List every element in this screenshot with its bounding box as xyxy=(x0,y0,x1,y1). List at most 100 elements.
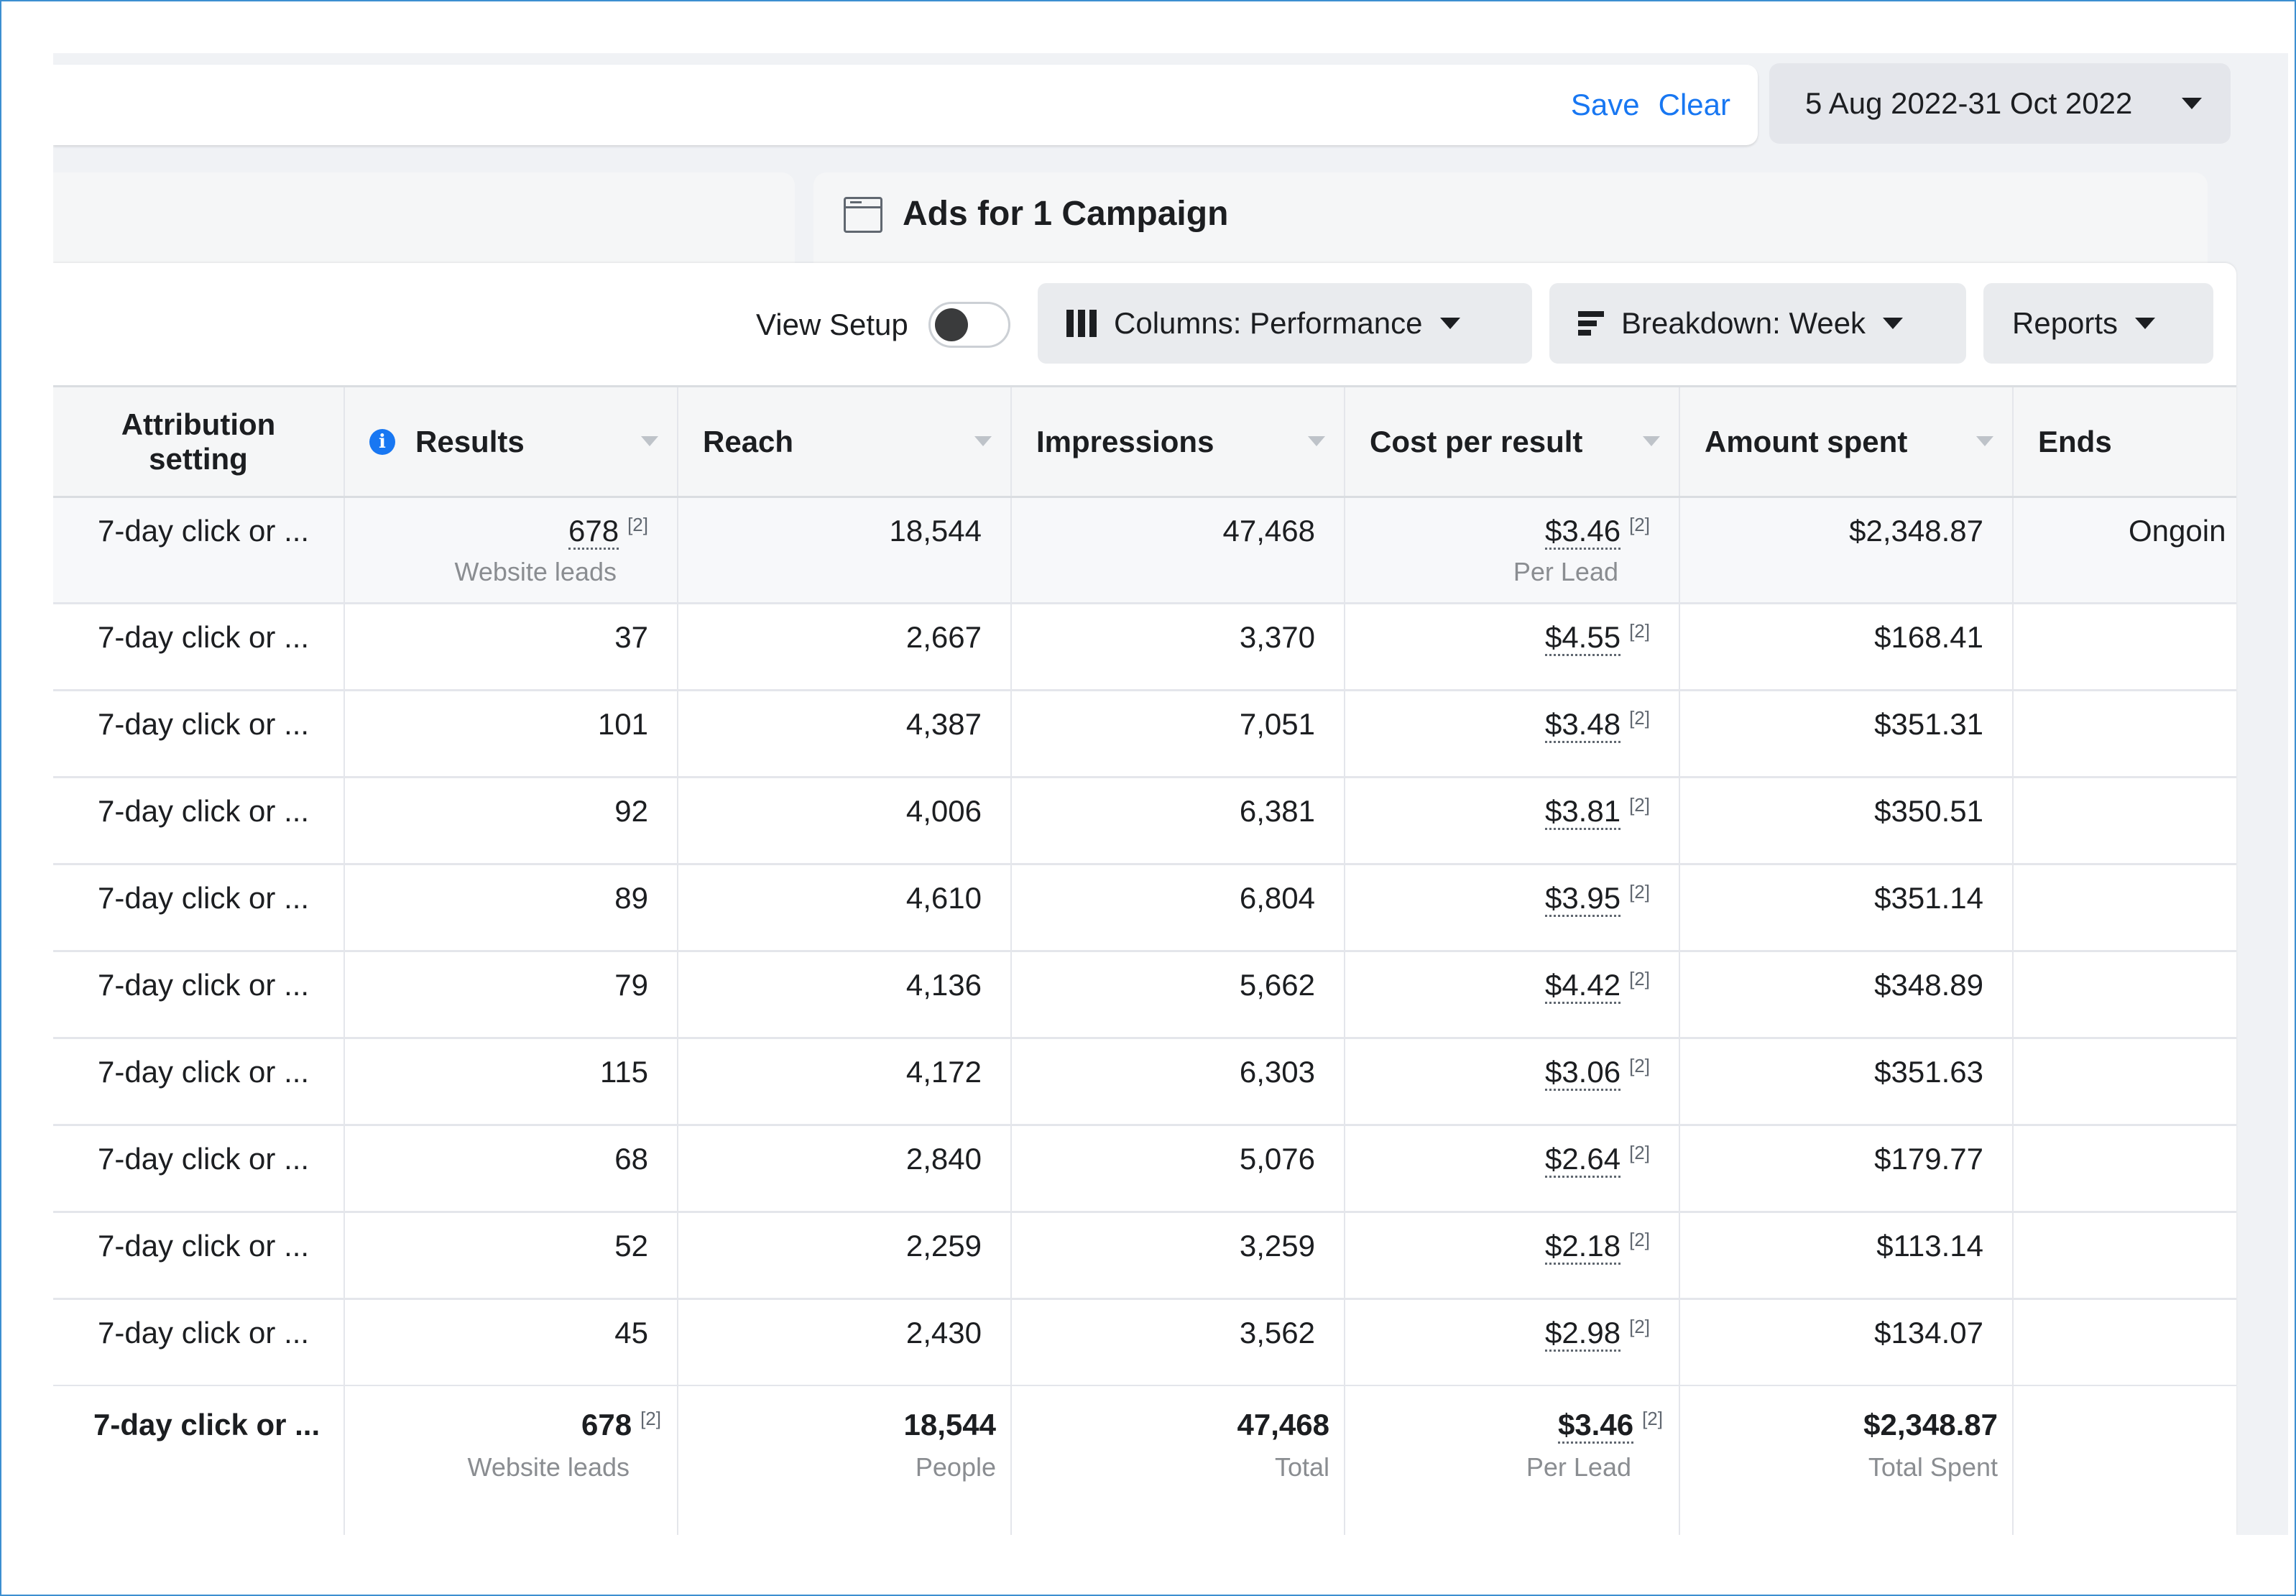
table-row[interactable]: 7-day click or ... 45 2,430 3,562 $2.98 [2] $1… xyxy=(53,1300,2236,1387)
cell-ends xyxy=(2014,691,2236,776)
results-value: 115 xyxy=(600,1055,648,1089)
cost-value[interactable]: $3.46 xyxy=(1544,514,1621,550)
header-ends-label: Ends xyxy=(2038,424,2112,458)
chevron-down-icon xyxy=(1883,318,1904,329)
cell-cost-per-result: $4.55 [2] xyxy=(1345,604,1680,689)
info-icon[interactable]: i xyxy=(369,428,395,455)
footnote-marker: [2] xyxy=(1629,1142,1650,1163)
cost-value-group: $4.42 [2] xyxy=(1544,968,1650,1004)
breakdown-dropdown[interactable]: Breakdown: Week xyxy=(1549,283,1966,364)
cell-results: 37 xyxy=(345,604,678,689)
amount-value: $2,348.87 xyxy=(1863,1408,1998,1442)
cost-value[interactable]: $2.18 xyxy=(1544,1229,1621,1265)
clear-filter-button[interactable]: Clear xyxy=(1658,88,1730,121)
cell-reach: 2,840 xyxy=(678,1126,1012,1211)
sort-chevron-icon[interactable] xyxy=(1643,436,1660,446)
results-value: 678 xyxy=(581,1408,632,1442)
cell-impressions: 47,468 Total xyxy=(1012,1386,1345,1535)
cost-value-group: $3.06 [2] xyxy=(1544,1055,1650,1091)
tab-campaigns[interactable] xyxy=(53,172,795,280)
cost-value-group: $3.95 [2] xyxy=(1544,881,1650,917)
cost-value[interactable]: $3.95 xyxy=(1544,881,1621,917)
cell-results: 92 xyxy=(345,778,678,863)
cost-value[interactable]: $3.06 xyxy=(1544,1055,1621,1091)
table-row-total[interactable]: 7-day click or ... 678 [2] Website leads … xyxy=(53,498,2236,604)
sort-chevron-icon[interactable] xyxy=(641,436,658,446)
table-row[interactable]: 7-day click or ... 89 4,610 6,804 $3.95 [2] $3… xyxy=(53,865,2236,952)
cost-value[interactable]: $4.55 xyxy=(1544,620,1621,656)
view-setup-toggle[interactable] xyxy=(928,302,1010,348)
cell-impressions: 3,259 xyxy=(1012,1213,1345,1298)
columns-dropdown[interactable]: Columns: Performance xyxy=(1038,283,1532,364)
date-range-picker[interactable]: 5 Aug 2022-31 Oct 2022 xyxy=(1769,63,2231,144)
tab-ads[interactable]: Ads for 1 Campaign xyxy=(813,172,2208,280)
cost-value[interactable]: $3.48 xyxy=(1544,707,1621,743)
header-reach[interactable]: Reach xyxy=(678,387,1012,496)
header-cost-per-result[interactable]: Cost per result xyxy=(1345,387,1680,496)
sort-chevron-icon[interactable] xyxy=(1976,436,1993,446)
cost-value-group: $3.48 [2] xyxy=(1544,707,1650,743)
attribution-value: 7-day click or ... xyxy=(98,968,310,1002)
cost-value[interactable]: $3.46 xyxy=(1557,1408,1634,1444)
cell-cost-per-result: $2.64 [2] xyxy=(1345,1126,1680,1211)
cell-impressions: 6,381 xyxy=(1012,778,1345,863)
sort-chevron-icon[interactable] xyxy=(974,436,992,446)
cell-impressions: 47,468 xyxy=(1012,498,1345,602)
table-row[interactable]: 7-day click or ... 52 2,259 3,259 $2.18 [2] $1… xyxy=(53,1213,2236,1300)
results-value[interactable]: 678 xyxy=(568,514,619,550)
results-value: 92 xyxy=(614,794,648,828)
table-row[interactable]: 7-day click or ... 68 2,840 5,076 $2.64 [2] $1… xyxy=(53,1126,2236,1213)
tab-ads-title: Ads for 1 Campaign xyxy=(903,195,1229,233)
reach-value: 18,544 xyxy=(889,514,982,548)
footnote-marker: [2] xyxy=(1629,881,1650,903)
cell-results: 45 xyxy=(345,1300,678,1385)
cell-ends xyxy=(2014,1039,2236,1124)
cost-value[interactable]: $2.64 xyxy=(1544,1142,1621,1178)
cost-value[interactable]: $3.81 xyxy=(1544,794,1621,830)
header-attribution[interactable]: Attribution setting xyxy=(53,387,345,496)
sort-chevron-icon[interactable] xyxy=(1308,436,1325,446)
cell-attribution: 7-day click or ... xyxy=(53,1386,345,1535)
save-filter-button[interactable]: Save xyxy=(1570,88,1640,121)
header-impressions[interactable]: Impressions xyxy=(1012,387,1345,496)
footnote-marker: [2] xyxy=(1629,968,1650,990)
view-setup: View Setup xyxy=(756,290,1010,359)
cost-unit: Per Lead xyxy=(1513,557,1618,586)
attribution-value: 7-day click or ... xyxy=(98,1316,310,1350)
table-row[interactable]: 7-day click or ... 37 2,667 3,370 $4.55 [2] $1… xyxy=(53,604,2236,691)
cell-amount-spent: $351.31 xyxy=(1680,691,2014,776)
results-value: 68 xyxy=(614,1142,648,1176)
cell-cost-per-result: $2.18 [2] xyxy=(1345,1213,1680,1298)
table-row[interactable]: 7-day click or ... 115 4,172 6,303 $3.06 [2] $… xyxy=(53,1039,2236,1126)
reach-value: 2,430 xyxy=(905,1316,982,1350)
cell-reach: 4,006 xyxy=(678,778,1012,863)
header-results-label: Results xyxy=(415,424,525,458)
footnote-marker: [2] xyxy=(1629,1055,1650,1076)
cost-value-group: $2.18 [2] xyxy=(1544,1229,1650,1265)
cell-impressions: 5,662 xyxy=(1012,952,1345,1037)
impressions-value: 47,468 xyxy=(1237,1408,1329,1442)
header-ends[interactable]: Ends xyxy=(2014,387,2236,496)
columns-icon xyxy=(1066,310,1097,337)
impressions-value: 3,562 xyxy=(1239,1316,1315,1350)
cost-value-group: $2.64 [2] xyxy=(1544,1142,1650,1178)
cell-results: 115 xyxy=(345,1039,678,1124)
header-amount-spent[interactable]: Amount spent xyxy=(1680,387,2014,496)
cost-value[interactable]: $4.42 xyxy=(1544,968,1621,1004)
table-row[interactable]: 7-day click or ... 101 4,387 7,051 $3.48 [2] $… xyxy=(53,691,2236,778)
cell-results: 68 xyxy=(345,1126,678,1211)
reach-value: 4,006 xyxy=(905,794,982,828)
table-row[interactable]: 7-day click or ... 79 4,136 5,662 $4.42 [2] $3… xyxy=(53,952,2236,1039)
cell-results: 678 [2] Website leads xyxy=(345,498,678,602)
ad-window-icon xyxy=(844,197,882,233)
cell-ends xyxy=(2014,778,2236,863)
reports-dropdown[interactable]: Reports xyxy=(1983,283,2213,364)
cell-ends xyxy=(2014,604,2236,689)
impressions-unit: Total xyxy=(1274,1452,1329,1482)
header-results[interactable]: i Results xyxy=(345,387,678,496)
table-row[interactable]: 7-day click or ... 92 4,006 6,381 $3.81 [2] $3… xyxy=(53,778,2236,865)
cost-value-group: $3.81 [2] xyxy=(1544,794,1650,830)
breakdown-label: Breakdown: Week xyxy=(1621,306,1866,340)
reach-value: 2,667 xyxy=(905,620,982,654)
cost-value[interactable]: $2.98 xyxy=(1544,1316,1621,1352)
